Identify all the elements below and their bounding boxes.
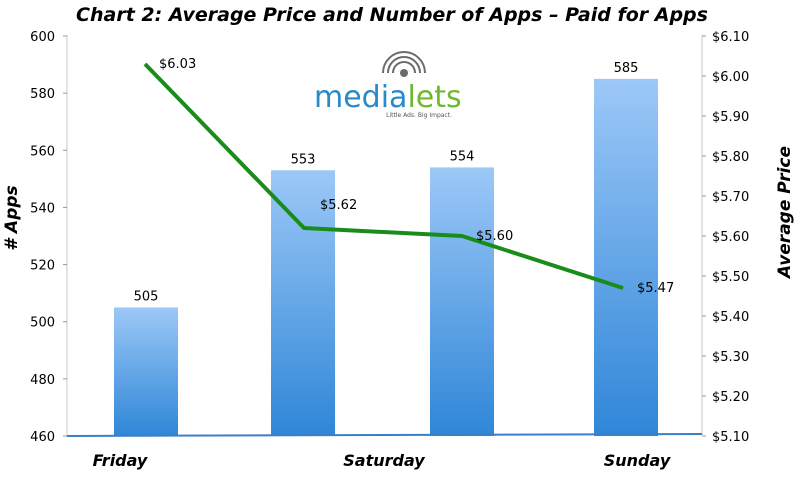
category-label-sunday: Sunday	[604, 451, 671, 470]
y2-tick-label: $5.50	[712, 270, 749, 285]
broadcast-icon	[382, 51, 426, 77]
price-value-labels: $6.03 $5.62 $5.60 $5.47	[159, 57, 674, 296]
y2-axis-label: Average Price	[775, 146, 795, 280]
category-label-saturday: Saturday	[343, 451, 425, 470]
price-value-label: $6.03	[159, 57, 196, 72]
y2-tick-label: $5.90	[712, 110, 749, 125]
price-value-label: $5.47	[637, 281, 674, 296]
y2-tick-label: $5.70	[712, 190, 749, 205]
logo-text-lets: lets	[407, 80, 461, 115]
bar-value-label: 554	[450, 149, 475, 164]
y2-tick-label: $5.40	[712, 310, 749, 325]
y2-tick-label: $5.20	[712, 390, 749, 405]
price-value-label: $5.60	[476, 229, 513, 244]
bar-value-label: 553	[291, 152, 316, 167]
y2-tick-label: $5.10	[712, 430, 749, 445]
y2-tick-label: $5.30	[712, 350, 749, 365]
y2-tick-label: $6.00	[712, 70, 749, 85]
bar	[594, 78, 658, 436]
chart-title: Chart 2: Average Price and Number of App…	[76, 4, 708, 26]
y2-tick-label: $6.10	[712, 30, 749, 45]
price-line	[143, 62, 624, 290]
medialets-logo: medialets Little Ads. Big Impact.	[314, 51, 462, 119]
right-tick-labels: $5.10 $5.20 $5.30 $5.40 $5.50 $5.60 $5.70 $5.80…	[702, 30, 749, 445]
bar	[271, 170, 335, 437]
y-tick-label: 560	[30, 144, 55, 159]
y-tick-label: 460	[30, 430, 55, 445]
y-axis-label: # Apps	[2, 185, 22, 250]
bar-value-label: 505	[134, 289, 159, 304]
baseline	[66, 433, 703, 437]
y-tick-label: 500	[30, 316, 55, 331]
y2-tick-label: $5.80	[712, 150, 749, 165]
logo-tagline: Little Ads. Big Impact.	[386, 112, 452, 119]
svg-text:medialets: medialets	[314, 80, 462, 115]
bars	[114, 78, 658, 437]
category-label-friday: Friday	[93, 451, 148, 470]
bar-value-label: 585	[614, 61, 639, 76]
y2-tick-label: $5.60	[712, 230, 749, 245]
y-tick-label: 480	[30, 373, 55, 388]
bar	[430, 167, 494, 436]
y-tick-label: 580	[30, 87, 55, 102]
left-tick-labels: 460 480 500 520 540 560 580 600	[30, 30, 67, 445]
logo-text-media: media	[314, 80, 407, 115]
bar	[114, 307, 178, 436]
bar-value-labels: 505 553 554 585	[134, 61, 639, 305]
y-tick-label: 600	[30, 30, 55, 45]
y-tick-label: 540	[30, 201, 55, 216]
price-value-label: $5.62	[320, 198, 357, 213]
y-tick-label: 520	[30, 259, 55, 274]
